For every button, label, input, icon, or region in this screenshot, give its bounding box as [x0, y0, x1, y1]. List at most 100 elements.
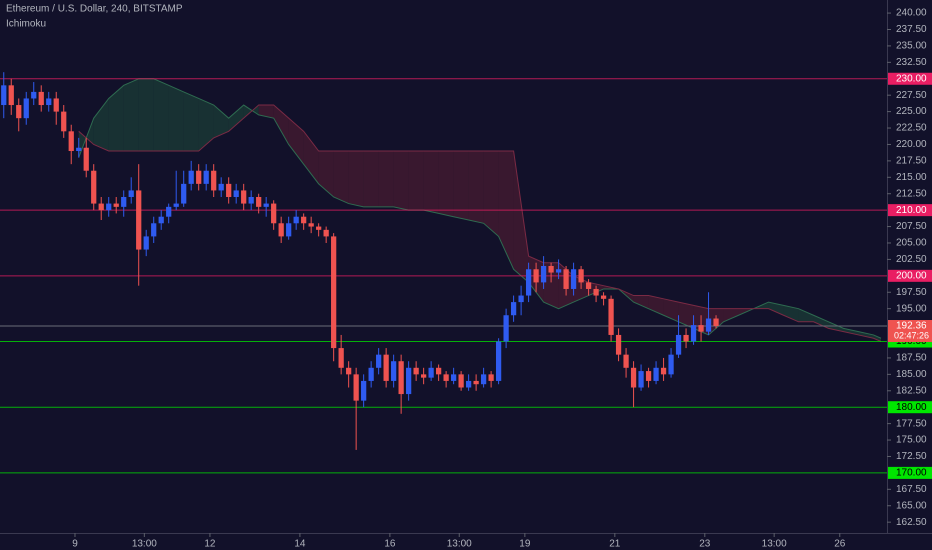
level-label: 210.00: [896, 205, 927, 216]
cloud-segment: [483, 151, 499, 237]
cloud-segment: [303, 131, 319, 184]
cloud-segment: [423, 151, 439, 214]
candle-body: [203, 170, 209, 184]
cloud-segment: [543, 262, 559, 309]
cloud-segment: [168, 85, 184, 152]
candle-body: [331, 236, 337, 349]
y-tick-label: 240.00: [896, 8, 927, 19]
y-tick-label: 177.50: [896, 418, 927, 429]
indicator-name: Ichimoku: [6, 19, 46, 30]
cloud-segment: [333, 151, 349, 204]
cloud-segment: [453, 151, 469, 220]
y-tick-label: 207.50: [896, 221, 927, 232]
candle-body: [398, 361, 404, 395]
candle-body: [23, 98, 29, 119]
candle-body: [443, 374, 449, 381]
current-price-box: [888, 320, 932, 343]
candle-body: [233, 190, 239, 198]
candle-body: [465, 380, 472, 388]
candle-body: [600, 295, 607, 299]
main-layer: [0, 72, 887, 474]
cloud-segment: [153, 78, 169, 152]
candle-body: [8, 85, 14, 106]
y-tick-label: 222.50: [896, 123, 927, 134]
candle-body: [660, 367, 667, 375]
cloud-segment: [183, 91, 199, 152]
candle-body: [316, 226, 322, 230]
cloud-segment: [108, 85, 124, 152]
candle-body: [323, 229, 329, 237]
y-tick-label: 202.50: [896, 254, 927, 265]
candle-body: [286, 223, 292, 237]
y-tick-label: 197.50: [896, 287, 927, 298]
candle-body: [645, 371, 652, 381]
candle-body: [76, 147, 82, 152]
candle-body: [563, 269, 569, 289]
level-label-box: [888, 72, 932, 85]
candle-body: [698, 325, 704, 332]
y-tick-label: 232.50: [896, 57, 927, 68]
candle-body: [436, 367, 442, 375]
candle-body: [510, 302, 517, 316]
countdown-label: 02:47:26: [894, 330, 929, 340]
candle-body: [570, 269, 577, 289]
cloud-segment: [723, 308, 739, 322]
x-tick-label: 21: [609, 539, 621, 550]
y-tick-label: 220.00: [896, 139, 927, 150]
candle-body: [91, 170, 97, 204]
x-tick-label: 9: [72, 539, 78, 550]
cloud-segment: [468, 151, 484, 224]
candle-body: [31, 91, 37, 99]
candle-body: [525, 269, 532, 296]
candle-body: [578, 269, 584, 283]
x-tick-label: 26: [834, 539, 846, 550]
x-tick-label: 12: [204, 539, 216, 550]
candle-body: [353, 374, 359, 401]
candle-body: [61, 111, 67, 132]
candle-body: [413, 367, 419, 375]
candle-body: [608, 298, 614, 335]
symbol-title: Ethereum / U.S. Dollar, 240, BITSTAMP: [6, 4, 183, 15]
candle-body: [480, 374, 487, 385]
candle-body: [668, 354, 674, 375]
cloud-segment: [123, 78, 139, 152]
cloud-segment: [93, 98, 109, 152]
cloud-segment: [663, 298, 679, 322]
cloud-segment: [768, 302, 784, 316]
cloud-segment: [408, 151, 424, 211]
candle-body: [713, 318, 719, 327]
candle-body: [488, 374, 494, 381]
candle-body: [271, 203, 277, 224]
candle-body: [158, 216, 164, 224]
candle-body: [361, 380, 367, 401]
y-tick-label: 225.00: [896, 106, 927, 117]
candle-body: [690, 325, 697, 342]
level-label: 180.00: [896, 402, 927, 413]
cloud-segment: [873, 334, 882, 342]
level-label-box: [888, 269, 932, 282]
level-label: 200.00: [896, 270, 927, 281]
y-tick-label: 175.00: [896, 435, 927, 446]
candle-body: [705, 318, 712, 332]
candle-body: [256, 197, 262, 207]
candle-body: [113, 203, 119, 207]
y-tick-label: 212.50: [896, 188, 927, 199]
candle-body: [263, 203, 269, 207]
y-tick-label: 227.50: [896, 90, 927, 101]
cloud-segment: [363, 151, 379, 207]
y-tick-label: 205.00: [896, 238, 927, 249]
candle-body: [188, 170, 194, 184]
candle-body: [428, 367, 434, 378]
candle-body: [136, 190, 142, 250]
candle-body: [196, 170, 202, 184]
candle-body: [248, 197, 254, 204]
candle-body: [226, 183, 232, 198]
cloud-segment: [318, 151, 334, 198]
candle-body: [623, 354, 629, 368]
candle-body: [241, 190, 247, 204]
candle-body: [518, 295, 524, 303]
cloud-segment: [378, 151, 394, 207]
cloud-segment: [858, 331, 874, 339]
cloud-segment: [258, 105, 274, 119]
cloud-segment: [198, 98, 214, 152]
